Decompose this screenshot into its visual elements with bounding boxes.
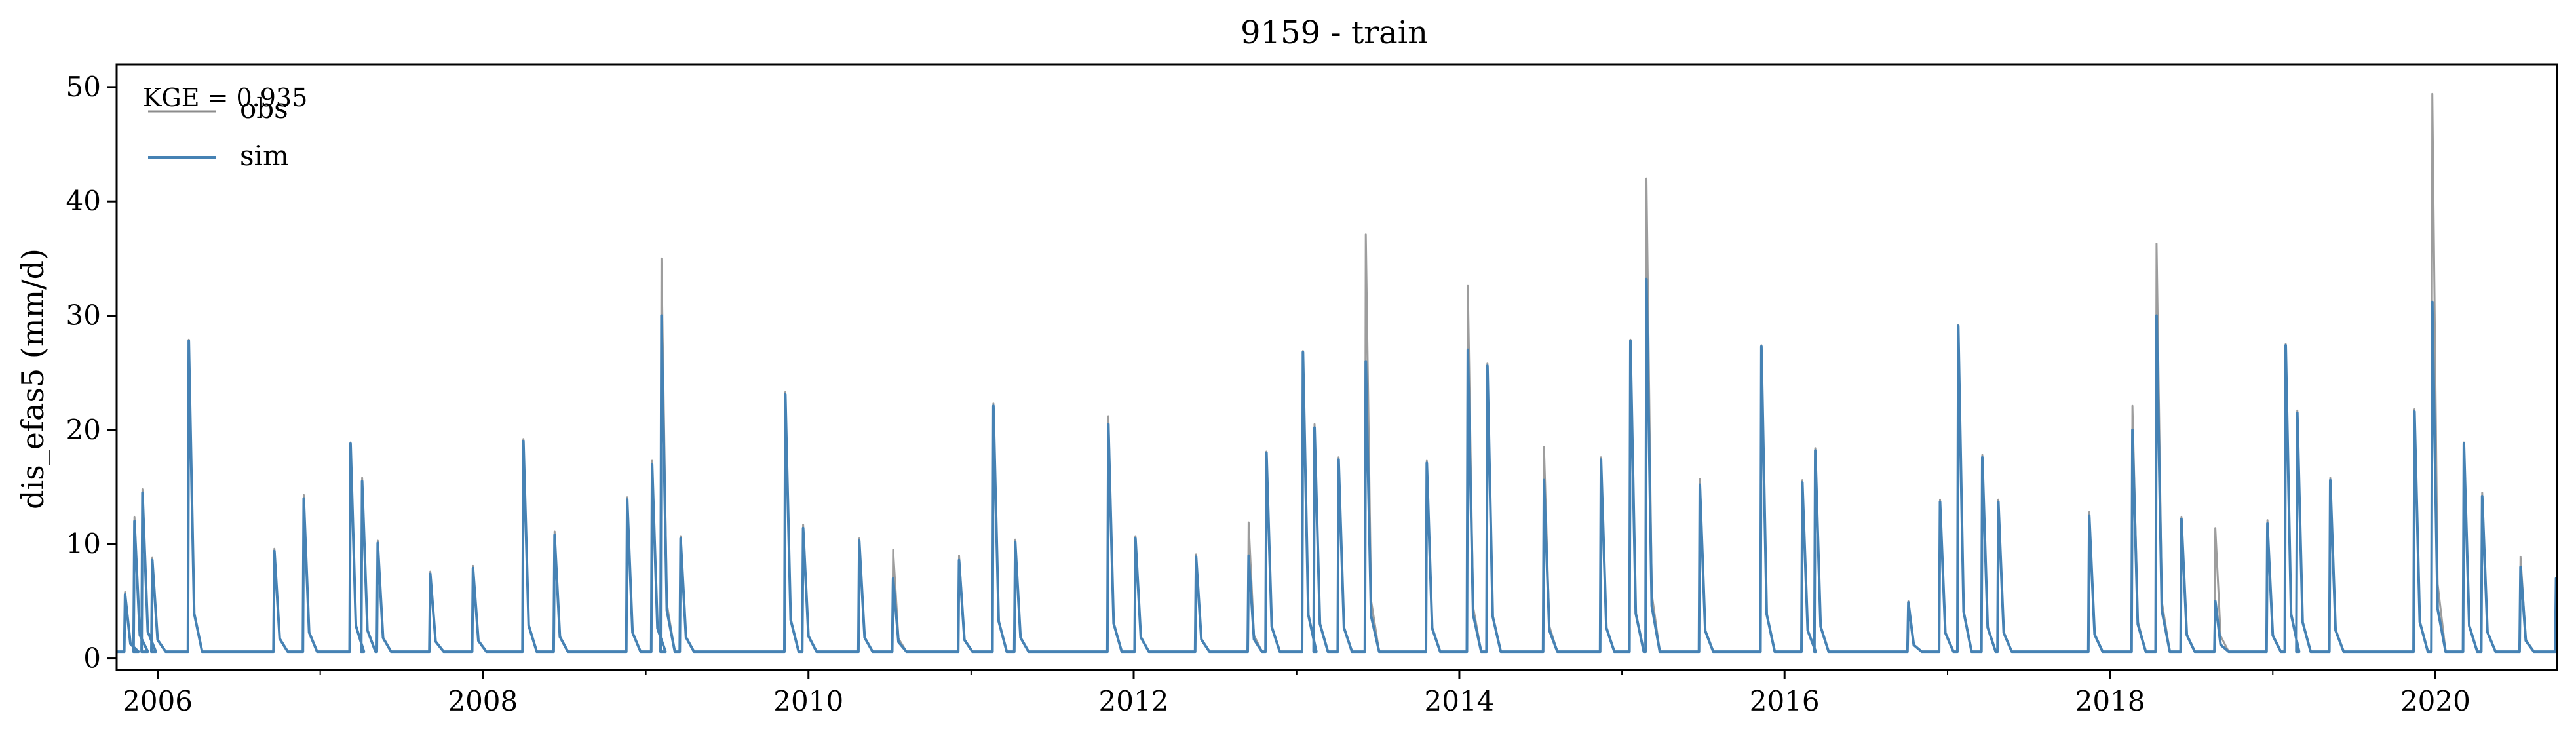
legend-obs-label: obs <box>240 92 288 125</box>
x-tick-label: 2008 <box>448 685 518 717</box>
x-tick-label: 2014 <box>1425 685 1495 717</box>
x-tick-label: 2006 <box>123 685 193 717</box>
plot-frame <box>115 63 2558 671</box>
x-tick-label: 2012 <box>1099 685 1169 717</box>
x-tick-label: 2010 <box>773 685 843 717</box>
y-tick-label: 50 <box>66 71 101 103</box>
chart-title: 9159 - train <box>1240 14 1428 51</box>
legend-sim-label: sim <box>240 140 289 172</box>
y-axis-ticks: 0 10 20 30 40 50 <box>66 71 117 674</box>
y-tick-label: 40 <box>66 185 101 217</box>
series-line-sim <box>117 277 2557 654</box>
x-tick-label: 2020 <box>2400 685 2470 717</box>
x-tick-label: 2018 <box>2075 685 2145 717</box>
kge-annotation: KGE = 0.935 <box>143 83 307 112</box>
x-tick-label: 2016 <box>1750 685 1820 717</box>
y-tick-label: 20 <box>66 414 101 446</box>
y-axis-label: dis_efas5 (mm/d) <box>15 248 50 509</box>
legend: obs sim <box>148 92 289 172</box>
series-sim <box>117 277 2557 654</box>
y-tick-label: 0 <box>83 642 101 674</box>
y-tick-label: 30 <box>66 300 101 332</box>
x-axis-ticks: 2006 2008 2010 2012 2014 2016 2018 2020 <box>123 670 2470 717</box>
y-tick-label: 10 <box>66 528 101 560</box>
series-layer <box>117 92 2557 654</box>
